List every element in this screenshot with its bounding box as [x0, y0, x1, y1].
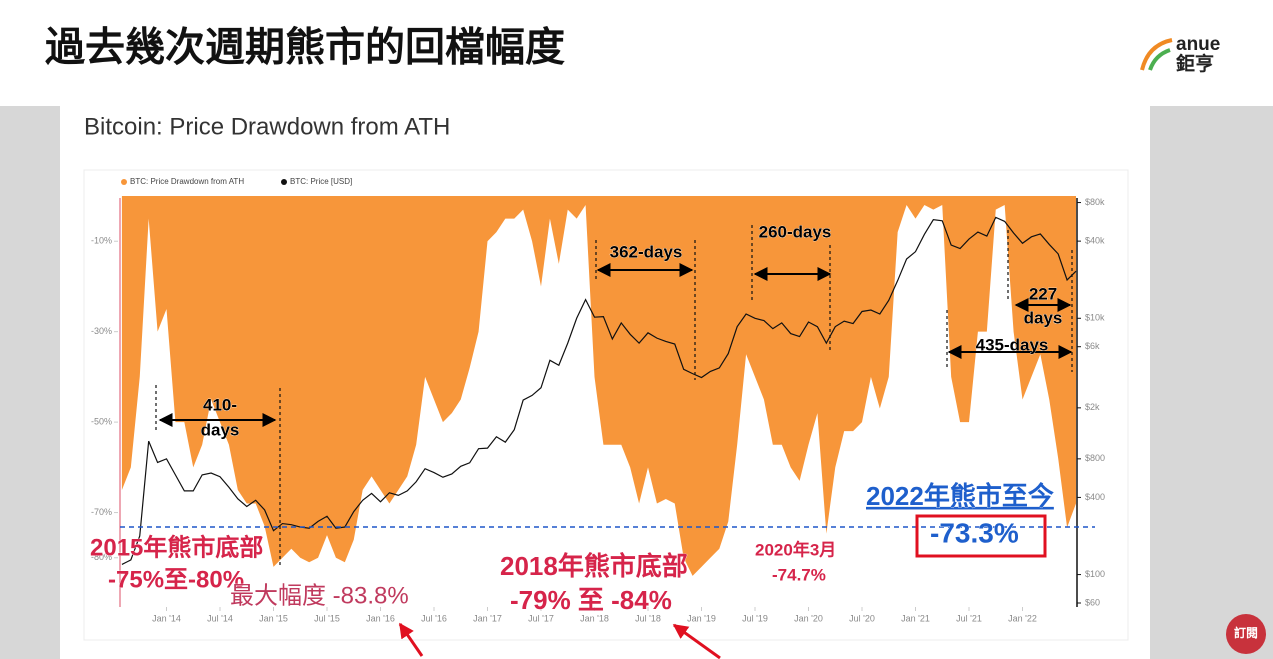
y2-tick-label: $10k [1085, 313, 1105, 323]
plot: -10% -30% -50% -70% -80% $80k $40k $10k $6k $2k $8… [90, 177, 1105, 659]
x-tick-label: Jul '18 [635, 613, 661, 623]
legend-swatch [121, 179, 127, 185]
slide-title: 過去幾次週期熊市的回檔幅度 [45, 26, 565, 70]
x-tick-label: Jul '16 [421, 613, 447, 623]
annotation: -73.3% [930, 517, 1019, 548]
annotation: -75%至-80% [108, 566, 244, 593]
annotation: 362-days [610, 242, 683, 261]
subscribe-label[interactable]: 訂閱 [1234, 625, 1258, 640]
legend-swatch [281, 179, 287, 185]
annotation: -79% 至 -84% [510, 585, 672, 615]
x-tick-label: Jan '17 [473, 613, 502, 623]
y-tick-label: -10% [91, 236, 112, 246]
annotation: 227 [1029, 284, 1057, 303]
annotation: 2022年熊市至今 [866, 481, 1054, 511]
x-tick-label: Jul '14 [207, 613, 233, 623]
x-tick-label: Jul '19 [742, 613, 768, 623]
y-tick-label: -50% [91, 416, 112, 426]
x-tick-label: Jan '22 [1008, 613, 1037, 623]
annotation: 2015年熊市底部 [90, 533, 263, 561]
logo-swoosh [1140, 38, 1173, 71]
annotation: 260-days [759, 222, 832, 241]
y2-tick-label: $80k [1085, 197, 1105, 207]
x-tick-label: Jan '20 [794, 613, 823, 623]
y2-tick-label: $6k [1085, 341, 1100, 351]
annotation: 435-days [976, 335, 1049, 354]
subscribe-button[interactable] [1226, 614, 1266, 654]
annotation: -74.7% [772, 565, 826, 584]
annotation: 2020年3月 [755, 539, 836, 559]
y-tick-label: -70% [91, 507, 112, 517]
legend-label: BTC: Price [USD] [290, 177, 352, 186]
y2-tick-label: $100 [1085, 569, 1105, 579]
y2-tick-label: $40k [1085, 236, 1105, 246]
pointer-arrow [398, 622, 424, 657]
logo-text: anue [1176, 34, 1220, 55]
annotation: days [1024, 308, 1063, 327]
chart-title: Bitcoin: Price Drawdown from ATH [84, 113, 450, 140]
x-tick-label: Jan '18 [580, 613, 609, 623]
legend-label: BTC: Price Drawdown from ATH [130, 177, 244, 186]
y-tick-label: -30% [91, 326, 112, 336]
y2-tick-label: $400 [1085, 492, 1105, 502]
x-tick-label: Jan '15 [259, 613, 288, 623]
drawdown-area [121, 196, 1076, 576]
x-tick-label: Jan '19 [687, 613, 716, 623]
x-tick-label: Jan '16 [366, 613, 395, 623]
annotation: days [201, 420, 240, 439]
annotation: 最大幅度 -83.8% [230, 582, 409, 609]
x-tick-label: Jul '21 [956, 613, 982, 623]
x-tick-label: Jul '20 [849, 613, 875, 623]
annotation: 410- [203, 395, 237, 414]
y-tick-label: -80% [91, 552, 112, 562]
y2-tick-label: $2k [1085, 402, 1100, 412]
y2-tick-label: $800 [1085, 453, 1105, 463]
x-tick-label: Jan '14 [152, 613, 181, 623]
annotation: 2018年熊市底部 [500, 551, 688, 581]
x-tick-label: Jul '17 [528, 613, 554, 623]
x-tick-label: Jan '21 [901, 613, 930, 623]
price-line [121, 216, 1077, 565]
pointer-arrow [672, 623, 721, 659]
logo-swoosh [1148, 48, 1171, 71]
x-tick-label: Jul '15 [314, 613, 340, 623]
y2-tick-label: $60 [1085, 597, 1100, 607]
highlight-box [915, 514, 1047, 558]
logo-text: 鉅亨 [1176, 52, 1214, 75]
